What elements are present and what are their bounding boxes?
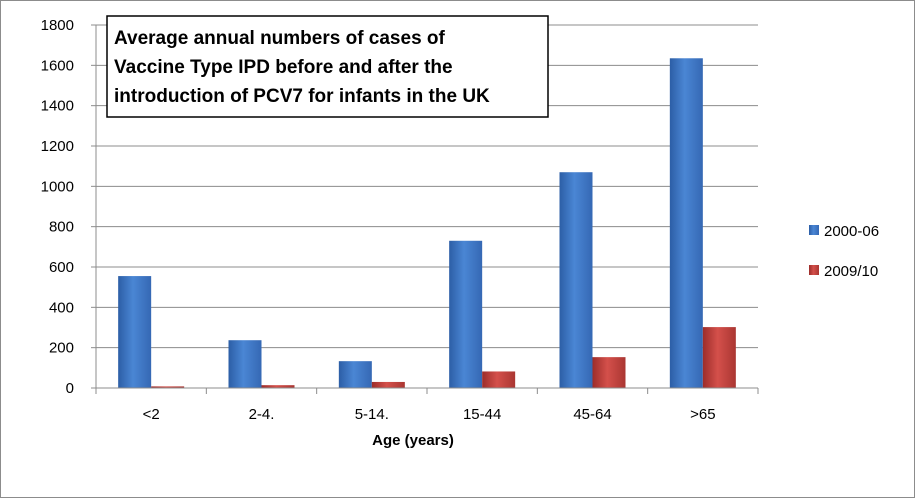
bar-2009-10 <box>151 386 185 388</box>
x-tick-label: 5-14. <box>355 406 389 423</box>
bar-2000-06 <box>449 240 483 388</box>
bar-2009-10 <box>482 371 516 388</box>
y-tick-label: 200 <box>49 340 74 357</box>
legend-label-2000-06: 2000-06 <box>824 223 879 240</box>
axes <box>91 24 759 394</box>
y-tick-label: 800 <box>49 219 74 236</box>
bar-2009-10 <box>702 327 736 388</box>
bar-2009-10 <box>261 385 295 388</box>
bar-2000-06 <box>338 361 372 388</box>
chart-title-box: Average annual numbers of cases of Vacci… <box>106 15 549 118</box>
y-tick-label: 600 <box>49 259 74 276</box>
x-tick-label: 2-4. <box>249 406 275 423</box>
y-tick-label: 0 <box>66 380 74 397</box>
x-tick-label: >65 <box>690 406 715 423</box>
legend-label-2009-10: 2009/10 <box>824 263 878 280</box>
x-axis-title: Age (years) <box>372 432 454 449</box>
legend-swatch-2000-06 <box>809 225 819 235</box>
tick-labels: 0 200 400 600 800 1000 1200 1400 1600 1800 <2 2-4. 5… <box>41 17 716 423</box>
bar-2000-06 <box>559 172 593 388</box>
legend-swatch-2009-10 <box>809 265 819 275</box>
bar-2000-06 <box>669 58 703 389</box>
y-tick-label: 1200 <box>41 138 74 155</box>
y-tick-label: 400 <box>49 299 74 316</box>
y-tick-label: 1000 <box>41 178 74 195</box>
x-tick-label: <2 <box>143 406 160 423</box>
bar-2009-10 <box>371 381 405 388</box>
x-tick-label: 15-44 <box>463 406 501 423</box>
bar-2000-06 <box>228 340 262 388</box>
y-tick-label: 1800 <box>41 17 74 34</box>
y-tick-label: 1400 <box>41 98 74 115</box>
bars <box>118 58 736 389</box>
bar-2009-10 <box>592 357 626 388</box>
chart-title-line-3: introduction of PCV7 for infants in the … <box>114 86 490 107</box>
x-tick-label: 45-64 <box>573 406 611 423</box>
legend: 2000-06 2009/10 <box>809 223 879 280</box>
chart-title-line-2: Vaccine Type IPD before and after the <box>114 57 453 78</box>
chart-title-line-1: Average annual numbers of cases of <box>114 28 446 49</box>
y-tick-label: 1600 <box>41 57 74 74</box>
bar-2000-06 <box>118 276 152 388</box>
